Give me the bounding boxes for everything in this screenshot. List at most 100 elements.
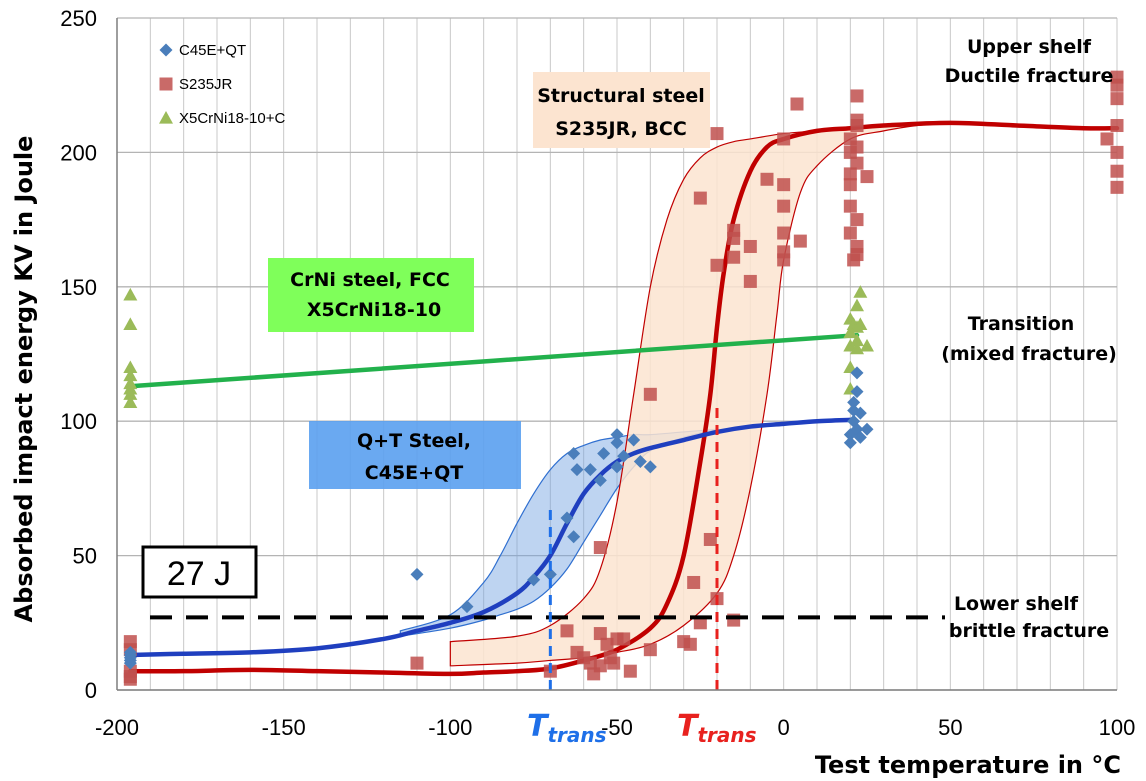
data-point xyxy=(123,656,137,670)
y-tick-label: 50 xyxy=(73,544,97,569)
x-tick-label: -50 xyxy=(601,715,633,740)
label-upper-2: Ductile fracture xyxy=(945,65,1114,87)
data-point xyxy=(693,191,707,205)
data-point xyxy=(1110,145,1124,159)
data-point xyxy=(1110,78,1124,92)
label-transition-1: Transition xyxy=(968,313,1075,335)
ttrans-blue-label: Ttrans xyxy=(527,709,607,747)
y-axis-title: Absorbed impact energy KV in Joule xyxy=(10,136,38,623)
data-point xyxy=(843,178,857,192)
data-point xyxy=(843,436,857,450)
ttrans-blue-sub: trans xyxy=(547,723,606,747)
data-point xyxy=(610,428,624,442)
y-tick-label: 0 xyxy=(85,678,97,703)
data-point xyxy=(860,422,874,436)
data-point xyxy=(623,664,637,678)
data-point xyxy=(850,298,864,312)
x-tick-label: -200 xyxy=(95,715,139,740)
data-point xyxy=(843,199,857,213)
label-lower-1: Lower shelf xyxy=(954,593,1079,615)
data-point xyxy=(583,463,597,477)
data-point xyxy=(567,530,581,544)
data-point xyxy=(710,258,724,272)
label-structural-2: S235JR, BCC xyxy=(555,118,687,140)
data-point xyxy=(123,360,138,374)
data-point xyxy=(607,656,621,670)
data-point xyxy=(793,234,807,248)
label-qt-1: Q+T Steel, xyxy=(357,430,471,452)
annotation-27j: 27 J xyxy=(141,545,258,599)
data-point xyxy=(560,624,574,638)
data-point xyxy=(777,226,791,240)
data-point xyxy=(1110,164,1124,178)
data-point xyxy=(593,627,607,641)
data-point xyxy=(777,253,791,267)
data-point xyxy=(593,541,607,555)
y-tick-label: 200 xyxy=(60,140,97,165)
data-point xyxy=(850,366,864,380)
data-point xyxy=(543,567,557,581)
y-tick-label: 250 xyxy=(60,6,97,31)
legend-label: X5CrNi18-10+C xyxy=(179,110,285,127)
box-qt xyxy=(309,421,521,489)
data-point xyxy=(123,395,138,408)
data-point xyxy=(853,430,867,444)
data-point xyxy=(843,325,858,339)
data-point xyxy=(597,446,611,460)
box-structural xyxy=(533,72,710,148)
data-point xyxy=(850,213,864,227)
data-point xyxy=(853,317,868,331)
data-point xyxy=(627,433,641,447)
ttrans-red-main: T xyxy=(677,709,700,744)
data-point xyxy=(570,463,584,477)
data-point xyxy=(727,223,741,237)
label-27j: 27 J xyxy=(167,555,231,593)
data-point xyxy=(860,170,874,184)
label-upper-1: Upper shelf xyxy=(967,36,1092,58)
legend-marker xyxy=(159,77,173,91)
data-point xyxy=(610,436,624,450)
data-point xyxy=(683,637,697,651)
axes: -200 -150 -100 -50 0 50 100 0 50 100 150 200 250 xyxy=(60,6,1135,740)
data-point xyxy=(850,140,864,154)
data-point xyxy=(1110,180,1124,194)
fit-curve xyxy=(128,332,860,389)
data-point xyxy=(123,387,138,400)
data-point xyxy=(853,285,868,298)
data-point xyxy=(847,395,861,409)
x-tick-label: -100 xyxy=(428,715,472,740)
data-point xyxy=(790,97,804,111)
data-point xyxy=(617,449,631,463)
data-point xyxy=(633,455,647,469)
data-point xyxy=(410,567,424,581)
data-point xyxy=(777,199,791,213)
data-point xyxy=(843,226,857,240)
label-lower-2: brittle fracture xyxy=(949,620,1109,642)
annotation-boxes xyxy=(268,72,710,489)
data-point xyxy=(777,178,791,192)
data-point xyxy=(710,127,724,141)
legend-label: S235JR xyxy=(179,76,233,93)
x-tick-label: 100 xyxy=(1099,715,1136,740)
data-point xyxy=(853,406,867,420)
data-point xyxy=(617,632,631,646)
data-point xyxy=(703,532,717,546)
data-point xyxy=(1100,132,1114,146)
data-point xyxy=(1110,119,1124,133)
y-tick-label: 100 xyxy=(60,409,97,434)
data-point xyxy=(777,132,791,146)
data-point xyxy=(860,338,874,352)
label-qt-2: C45E+QT xyxy=(365,462,463,484)
label-crni-2: X5CrNi18-10 xyxy=(307,299,441,321)
box-crni xyxy=(268,258,474,332)
data-points xyxy=(123,70,1124,686)
data-point xyxy=(567,446,581,460)
x-tick-label: 50 xyxy=(938,715,962,740)
data-point xyxy=(643,460,657,474)
data-point xyxy=(123,368,138,382)
ttrans-blue-main: T xyxy=(527,709,550,744)
data-point xyxy=(760,172,774,186)
legend-marker xyxy=(159,43,173,57)
legend-marker xyxy=(159,111,173,124)
